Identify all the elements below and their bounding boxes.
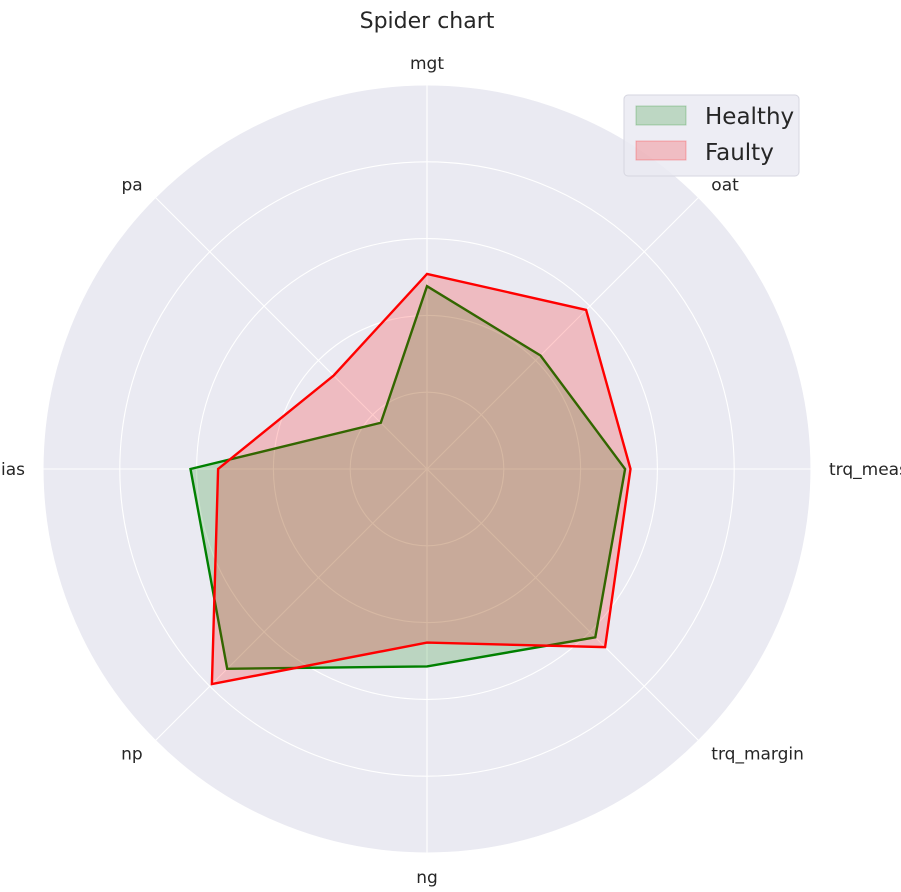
spoke-oat — [426, 197, 699, 470]
chart-title: Spider chart — [360, 9, 495, 34]
spoke-np — [155, 468, 428, 741]
axis-label-np: np — [121, 744, 143, 764]
series-area-faulty — [211, 273, 631, 685]
axis-label-pa: pa — [121, 176, 142, 196]
legend-label-faulty: Faulty — [705, 140, 774, 166]
axis-label-mgt: mgt — [410, 54, 444, 74]
axis-label-trq-margin: trq_margin — [711, 744, 804, 764]
axis-label-oat: oat — [711, 176, 739, 196]
series-area-healthy — [190, 286, 626, 669]
axis-label-ng: ng — [416, 868, 438, 888]
legend-swatch-faulty — [635, 140, 687, 161]
series-line-healthy — [189, 284, 627, 671]
polar-grid — [42, 84, 812, 854]
series-line-faulty — [210, 272, 632, 686]
axis-label-ias: ias — [1, 460, 25, 480]
legend-label-healthy: Healthy — [705, 104, 794, 130]
legend-box — [623, 94, 800, 177]
legend: Healthy Faulty — [623, 94, 800, 177]
axis-label-trq-measured: trq_measured — [829, 460, 901, 480]
series-group — [189, 272, 632, 686]
spoke-trq_margin — [426, 468, 699, 741]
legend-swatch-healthy — [635, 105, 687, 126]
